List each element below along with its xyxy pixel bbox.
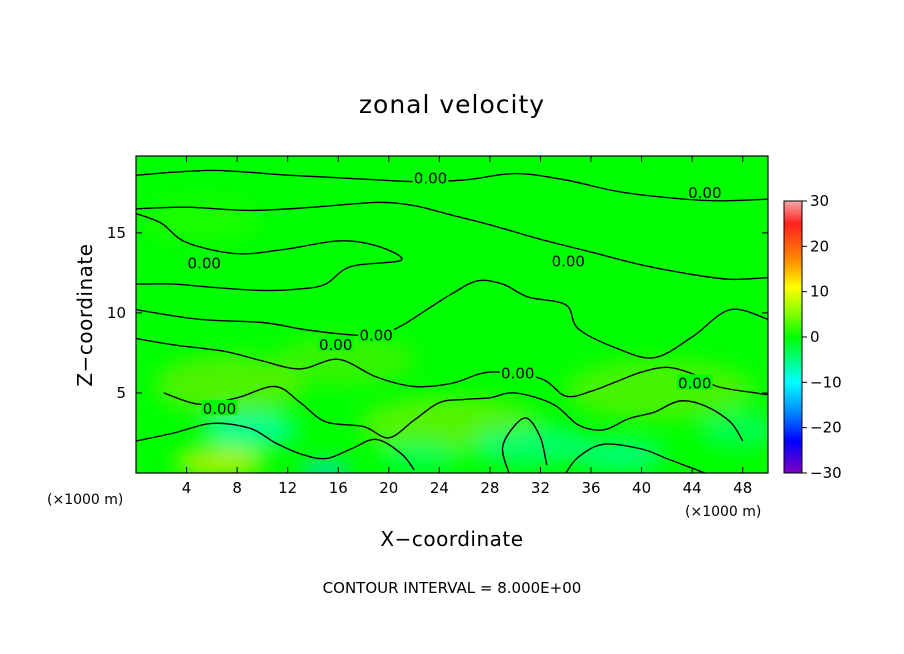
field-patch [155,355,305,415]
x-tick-label: 4 [182,479,192,497]
x-unit-right: (×1000 m) [685,504,761,520]
x-tick-label: 8 [232,479,242,497]
field-patches [140,198,768,473]
contour-labels: 0.00 0.00 0.00 0.00 0.00 0.00 0.00 0.00 0.00 [186,169,723,418]
x-tick-label: 12 [278,479,297,497]
x-tick-label: 36 [581,479,600,497]
field-patch [175,448,265,473]
contour-line [136,279,768,359]
contour-line [501,417,548,473]
contour-line [163,385,744,442]
colorbar-bar [783,200,803,474]
y-tick-label: 15 [107,224,126,242]
colorbar-tick-label: 10 [810,283,829,301]
colorbar-tick-label: 30 [810,192,829,210]
velocity-field: 0.00 0.00 0.00 0.00 0.00 0.00 0.00 0.00 0.00 [136,156,768,473]
field-patch [202,412,298,448]
x-tick-label: 44 [683,479,702,497]
field-patch [575,439,665,471]
contour-label: 0.00 [688,184,721,202]
contour-label: 0.00 [414,169,447,187]
contour-label: 0.00 [203,400,236,418]
field-patch [380,440,460,470]
contour-line [136,201,768,281]
contour-lines [136,169,768,473]
chart-title: zonal velocity [359,90,545,119]
plot-frame [135,155,769,474]
field-patch [300,462,350,473]
colorbar-tick-label: 0 [810,328,820,346]
contour-label-bg [186,254,223,270]
contour-line [136,212,403,292]
contour-label-bg [676,374,713,390]
x-tick-label: 48 [733,479,752,497]
colorbar-tick-label: −30 [810,464,842,482]
contour-label: 0.00 [319,336,352,354]
y-axis-label: Z−coordinate [73,243,97,386]
contour-label-bg [358,326,395,342]
contour-interval-note: CONTOUR INTERVAL = 8.000E+00 [323,579,582,597]
x-unit-left: (×1000 m) [47,492,123,508]
y-axis: 5 10 15 [107,224,768,402]
colorbar-ticks: 30 20 10 0 −10 −20 −30 [802,192,842,482]
x-tick-label: 20 [379,479,398,497]
contour-line [136,422,415,471]
field-patch [470,425,590,465]
contour-label: 0.00 [188,254,221,272]
x-tick-label: 28 [480,479,499,497]
x-tick-label: 32 [531,479,550,497]
contour-label-bg [201,399,238,415]
y-tick-label: 10 [107,304,126,322]
field-patch [700,412,768,448]
y-tick-label: 5 [116,384,126,402]
x-axis-label: X−coordinate [380,527,523,551]
contour-label: 0.00 [678,374,711,392]
field-patch [275,335,415,385]
colorbar-tick-label: 20 [810,237,829,255]
contour-label-bg [412,169,449,185]
contour-label-bg [499,364,536,380]
contour-label-bg [550,252,587,268]
colorbar-tick-label: −10 [810,373,842,391]
field-patch [140,198,260,242]
contour-label: 0.00 [552,253,585,271]
colorbar-tick-label: −20 [810,419,842,437]
x-axis: 4 8 12 16 20 24 28 32 36 40 44 48 [182,156,752,497]
colorbar: 30 20 10 0 −10 −20 −30 [783,192,842,482]
contour-label-bg [686,183,723,199]
contour-line [136,169,768,202]
x-tick-label: 24 [430,479,449,497]
contour-label: 0.00 [501,365,534,383]
contour-label: 0.00 [359,326,392,344]
contour-label-bg [317,335,354,351]
x-tick-label: 40 [632,479,651,497]
x-tick-label: 16 [329,479,348,497]
